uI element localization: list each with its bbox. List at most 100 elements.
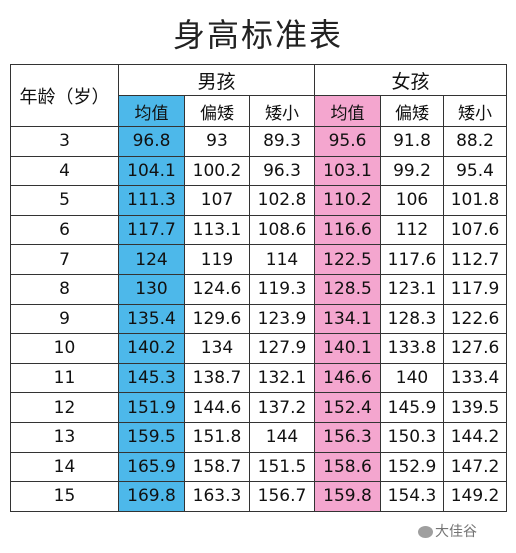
boy-short-cell: 151.8 (184, 421, 250, 453)
table-row: 8 130 124.6 119.3 128.5 123.1 117.9 (10, 273, 508, 305)
age-cell: 5 (10, 185, 119, 216)
girl-average-header: 均值 (314, 95, 382, 127)
girl-average-cell: 146.6 (314, 362, 382, 394)
girl-very-short-cell: 127.6 (443, 333, 508, 364)
table-row: 5 111.3 107 102.8 110.2 106 101.8 (10, 185, 508, 216)
boy-short-header: 偏矮 (184, 95, 250, 127)
wechat-icon (418, 526, 433, 538)
age-cell: 9 (10, 303, 119, 335)
girl-short-cell: 123.1 (380, 273, 445, 305)
girl-short-cell: 154.3 (380, 481, 445, 512)
table-row: 11 145.3 138.7 132.1 146.6 140 133.4 (10, 362, 508, 394)
girl-average-cell: 152.4 (314, 392, 382, 423)
boy-short-cell: 100.2 (184, 155, 250, 187)
boy-very-short-cell: 127.9 (248, 333, 316, 364)
girl-very-short-cell: 101.8 (443, 185, 508, 216)
girl-short-cell: 91.8 (380, 126, 445, 157)
table-row: 12 151.9 144.6 137.2 152.4 145.9 139.5 (10, 392, 508, 423)
boy-short-cell: 119 (184, 244, 250, 275)
age-cell: 7 (10, 244, 119, 275)
girl-average-cell: 156.3 (314, 421, 382, 453)
table-row: 13 159.5 151.8 144 156.3 150.3 144.2 (10, 421, 508, 453)
girl-average-cell: 134.1 (314, 303, 382, 335)
boy-very-short-cell: 137.2 (248, 392, 316, 423)
boy-very-short-cell: 144 (248, 421, 316, 453)
boy-very-short-cell: 151.5 (248, 451, 316, 483)
table-row: 6 117.7 113.1 108.6 116.6 112 107.6 (10, 214, 508, 246)
boy-very-short-cell: 156.7 (248, 481, 316, 512)
girl-short-header: 偏矮 (380, 95, 445, 127)
table-row: 15 169.8 163.3 156.7 159.8 154.3 149.2 (10, 481, 508, 512)
age-cell: 8 (10, 273, 119, 305)
age-column-header: 年龄（岁） (10, 64, 119, 127)
table-body: 3 96.8 93 89.3 95.6 91.8 88.2 4 104.1 100.2 96.3 10… (10, 126, 508, 512)
girl-short-cell: 150.3 (380, 421, 445, 453)
watermark: 大佳谷 (418, 521, 477, 541)
boy-very-short-header: 矮小 (248, 95, 316, 127)
boy-short-cell: 107 (184, 185, 250, 216)
boy-very-short-cell: 123.9 (248, 303, 316, 335)
boy-short-cell: 93 (184, 126, 250, 157)
table-row: 14 165.9 158.7 151.5 158.6 152.9 147.2 (10, 451, 508, 483)
boy-short-cell: 129.6 (184, 303, 250, 335)
girl-very-short-cell: 122.6 (443, 303, 508, 335)
boy-very-short-cell: 89.3 (248, 126, 316, 157)
age-cell: 6 (10, 214, 119, 246)
table-row: 9 135.4 129.6 123.9 134.1 128.3 122.6 (10, 303, 508, 335)
age-cell: 4 (10, 155, 119, 187)
girl-average-cell: 122.5 (314, 244, 382, 275)
girl-short-cell: 112 (380, 214, 445, 246)
girl-very-short-header: 矮小 (443, 95, 508, 127)
girl-very-short-cell: 139.5 (443, 392, 508, 423)
boy-very-short-cell: 132.1 (248, 362, 316, 394)
age-cell: 15 (10, 481, 119, 512)
boy-very-short-cell: 102.8 (248, 185, 316, 216)
age-cell: 3 (10, 126, 119, 157)
boy-very-short-cell: 96.3 (248, 155, 316, 187)
age-cell: 11 (10, 362, 119, 394)
girl-average-cell: 158.6 (314, 451, 382, 483)
boy-short-cell: 158.7 (184, 451, 250, 483)
girl-group-header: 女孩 (314, 64, 508, 96)
boy-short-cell: 138.7 (184, 362, 250, 394)
boy-average-cell: 165.9 (118, 451, 185, 483)
boy-short-cell: 124.6 (184, 273, 250, 305)
boy-average-cell: 124 (118, 244, 185, 275)
boy-average-cell: 169.8 (118, 481, 185, 512)
boy-average-header: 均值 (118, 95, 185, 127)
height-standard-table: 年龄（岁） 男孩 女孩 均值 偏矮 矮小 均值 偏矮 矮小 3 96.8 93 89.… (10, 64, 508, 512)
girl-very-short-cell: 117.9 (443, 273, 508, 305)
girl-short-cell: 133.8 (380, 333, 445, 364)
table-row: 7 124 119 114 122.5 117.6 112.7 (10, 244, 508, 275)
boy-average-cell: 111.3 (118, 185, 185, 216)
age-cell: 14 (10, 451, 119, 483)
boy-average-cell: 145.3 (118, 362, 185, 394)
girl-very-short-cell: 133.4 (443, 362, 508, 394)
table-row: 4 104.1 100.2 96.3 103.1 99.2 95.4 (10, 155, 508, 187)
boy-average-cell: 96.8 (118, 126, 185, 157)
girl-very-short-cell: 149.2 (443, 481, 508, 512)
boy-average-cell: 135.4 (118, 303, 185, 335)
boy-very-short-cell: 119.3 (248, 273, 316, 305)
boy-average-cell: 151.9 (118, 392, 185, 423)
table-row: 3 96.8 93 89.3 95.6 91.8 88.2 (10, 126, 508, 157)
girl-average-cell: 110.2 (314, 185, 382, 216)
age-cell: 12 (10, 392, 119, 423)
girl-average-cell: 116.6 (314, 214, 382, 246)
girl-short-cell: 145.9 (380, 392, 445, 423)
girl-short-cell: 117.6 (380, 244, 445, 275)
boy-very-short-cell: 114 (248, 244, 316, 275)
boy-average-cell: 104.1 (118, 155, 185, 187)
boy-very-short-cell: 108.6 (248, 214, 316, 246)
boy-average-cell: 130 (118, 273, 185, 305)
girl-short-cell: 128.3 (380, 303, 445, 335)
girl-very-short-cell: 107.6 (443, 214, 508, 246)
girl-short-cell: 140 (380, 362, 445, 394)
boy-average-cell: 117.7 (118, 214, 185, 246)
boy-average-cell: 140.2 (118, 333, 185, 364)
boy-group-header: 男孩 (117, 64, 316, 96)
age-cell: 13 (10, 421, 119, 453)
age-cell: 10 (10, 333, 119, 364)
boy-short-cell: 134 (184, 333, 250, 364)
watermark-text: 大佳谷 (435, 524, 477, 540)
